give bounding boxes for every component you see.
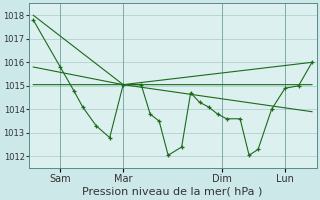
X-axis label: Pression niveau de la mer( hPa ): Pression niveau de la mer( hPa ) bbox=[83, 187, 263, 197]
